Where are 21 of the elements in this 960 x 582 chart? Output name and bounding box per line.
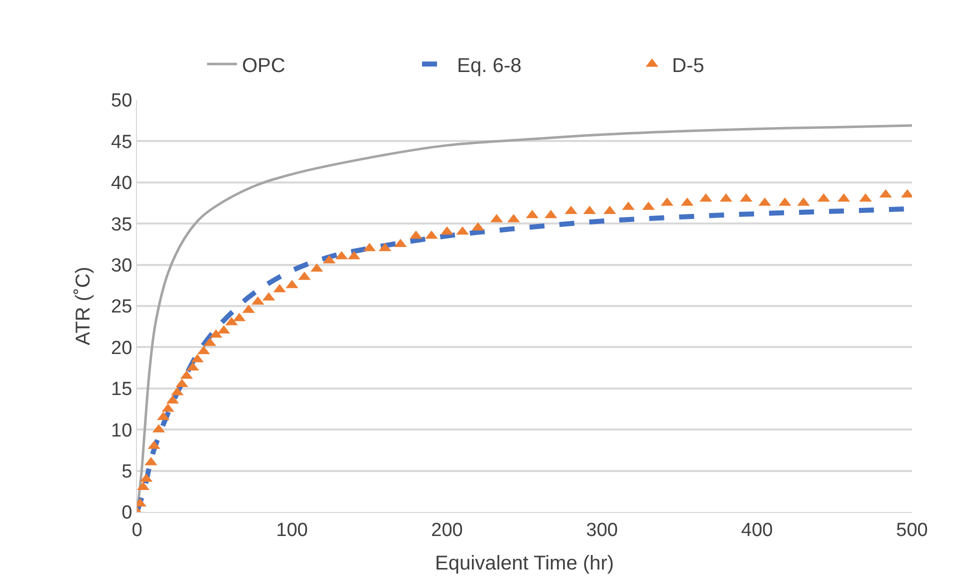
y-tick-label: 20 bbox=[111, 338, 132, 359]
y-tick-label: 5 bbox=[122, 461, 132, 482]
y-tick-label: 0 bbox=[122, 502, 132, 524]
y-tick-label: 15 bbox=[111, 379, 132, 400]
y-tick-label: 30 bbox=[111, 255, 132, 276]
x-axis-title: Equivalent Time (hr) bbox=[435, 552, 614, 574]
x-tick-label: 100 bbox=[276, 520, 308, 541]
y-tick-label: 10 bbox=[111, 420, 132, 442]
y-axis-title: ATR (˚C) bbox=[72, 266, 95, 346]
y-tick-label: 35 bbox=[111, 214, 132, 236]
legend-label: OPC bbox=[242, 54, 286, 77]
x-tick-label: 300 bbox=[586, 520, 618, 541]
legend-label: D-5 bbox=[672, 54, 704, 77]
y-tick-label: 25 bbox=[111, 296, 132, 318]
y-tick-label: 45 bbox=[111, 132, 132, 153]
legend-label: Eq. 6-8 bbox=[457, 54, 522, 77]
y-tick-label: 50 bbox=[111, 90, 132, 112]
x-tick-label: 500 bbox=[896, 520, 928, 541]
y-tick-label: 40 bbox=[111, 173, 132, 194]
x-tick-label: 400 bbox=[741, 520, 773, 541]
x-tick-label: 200 bbox=[431, 520, 463, 541]
